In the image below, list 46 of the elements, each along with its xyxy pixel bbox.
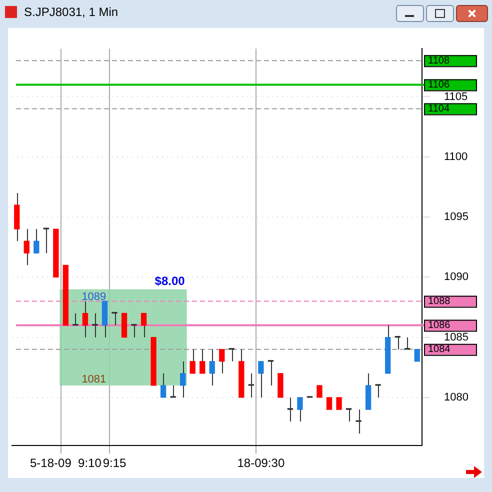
candlestick — [346, 408, 352, 422]
candlestick — [297, 396, 303, 422]
candlestick — [414, 349, 420, 362]
candlestick — [190, 348, 196, 374]
candlestick — [72, 312, 78, 326]
candlestick — [326, 397, 332, 410]
y-tick-label: 1080 — [444, 392, 468, 404]
candlestick — [160, 372, 166, 398]
candlestick — [375, 384, 381, 398]
ref-line-label: 1106 — [428, 79, 450, 90]
candlestick — [92, 312, 98, 338]
ref-line-label: 1088 — [428, 296, 451, 307]
annotation: 1081 — [82, 373, 106, 386]
y-tick-label: 1090 — [444, 271, 468, 284]
candlestick — [170, 384, 176, 398]
candlestick — [287, 396, 294, 422]
candlestick — [316, 385, 322, 398]
y-tick-label: 1105 — [444, 90, 468, 103]
candlestick — [131, 324, 137, 338]
y-tick-label: 1100 — [444, 150, 468, 163]
candlestick — [82, 300, 88, 338]
candlestick — [336, 397, 342, 410]
y-tick-label: 1095 — [444, 211, 468, 224]
candlestick — [209, 348, 215, 386]
candlestick — [24, 228, 30, 266]
chart-title: S.JPJ8031, 1 Min — [24, 5, 118, 19]
y-tick-label: 1085 — [444, 331, 468, 344]
candlestick — [140, 312, 147, 338]
candlestick — [43, 228, 49, 254]
x-tick-label: 9:15 — [102, 456, 126, 470]
ref-line-label: 1084 — [428, 344, 451, 356]
candlestick — [356, 409, 362, 434]
ref-line-label: 1108 — [428, 55, 450, 66]
candlestick — [219, 348, 225, 374]
candlestick — [180, 360, 186, 398]
candlestick — [112, 312, 118, 326]
ref-line-label: 1104 — [428, 104, 450, 114]
candlestick — [248, 372, 254, 398]
candlestick — [34, 228, 40, 254]
candlestick — [258, 360, 264, 398]
candlestick — [200, 348, 206, 374]
ref-line-label: 1086 — [428, 320, 451, 332]
annotation: $8.00 — [154, 274, 186, 288]
x-tick-label: 18-09:30 — [237, 456, 285, 470]
annotation: 1089 — [82, 291, 106, 304]
x-tick-label: 5-18-09 9:10 — [30, 456, 102, 470]
